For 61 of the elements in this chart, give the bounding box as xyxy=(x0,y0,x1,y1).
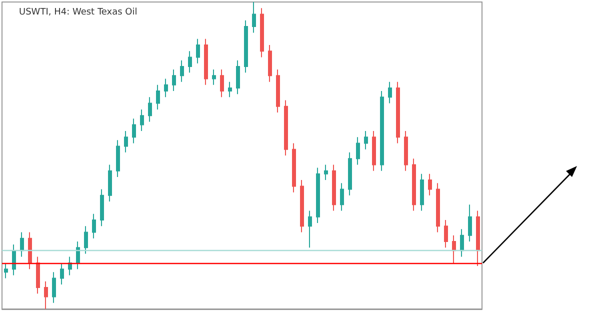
candlestick xyxy=(412,158,416,212)
candlestick xyxy=(276,69,280,114)
candlestick xyxy=(172,69,176,92)
candlestick xyxy=(340,182,344,212)
candlestick xyxy=(228,81,232,98)
candlestick xyxy=(60,262,64,285)
candlestick xyxy=(388,81,392,104)
candlestick xyxy=(356,136,360,166)
candlestick xyxy=(212,69,216,86)
candlestick xyxy=(52,272,56,304)
candlestick xyxy=(84,226,88,254)
candlestick xyxy=(108,164,112,202)
candlestick xyxy=(308,210,312,248)
candlestick xyxy=(116,140,120,178)
candlestick xyxy=(324,164,328,181)
candlestick xyxy=(468,204,472,242)
candlestick xyxy=(196,38,200,64)
candlestick xyxy=(252,2,256,34)
candlestick xyxy=(292,142,296,193)
candlestick xyxy=(332,164,336,212)
candlestick xyxy=(236,60,240,95)
candlestick xyxy=(44,280,48,310)
candlestick xyxy=(156,84,160,110)
candlestick xyxy=(164,78,168,98)
candlestick xyxy=(268,44,272,82)
candlestick xyxy=(36,256,40,294)
candlestick xyxy=(436,182,440,233)
candlestick xyxy=(204,38,208,86)
candlestick xyxy=(404,130,408,172)
candlestick xyxy=(28,232,32,270)
candlestick xyxy=(100,188,104,227)
candlestick xyxy=(244,20,248,74)
candlestick xyxy=(300,180,304,233)
candlestick xyxy=(284,100,288,156)
candlestick xyxy=(92,213,96,239)
candlestick xyxy=(148,96,152,122)
candlestick xyxy=(428,173,432,196)
candlestick xyxy=(260,8,264,58)
candlestick xyxy=(444,219,448,248)
candlestick xyxy=(68,256,72,276)
candlestick xyxy=(460,228,464,258)
text: USWTI, H4: West Texas Oil xyxy=(19,8,138,18)
candlestick xyxy=(20,232,24,258)
candlestick xyxy=(452,234,456,264)
candlestick xyxy=(396,81,400,144)
candlestick xyxy=(316,167,320,224)
candlestick xyxy=(12,244,16,276)
candlestick xyxy=(180,60,184,82)
candlestick xyxy=(476,210,480,267)
candlestick xyxy=(132,118,136,144)
candlestick xyxy=(420,173,424,212)
candlestick xyxy=(140,108,144,132)
candlestick xyxy=(380,90,384,172)
candlestick xyxy=(372,130,376,172)
candlestick xyxy=(4,262,8,279)
candlestick xyxy=(364,130,368,150)
candlestick xyxy=(188,50,192,74)
candlestick xyxy=(220,69,224,98)
candlestick xyxy=(76,240,80,270)
candlestick xyxy=(124,130,128,153)
candlestick xyxy=(348,152,352,196)
